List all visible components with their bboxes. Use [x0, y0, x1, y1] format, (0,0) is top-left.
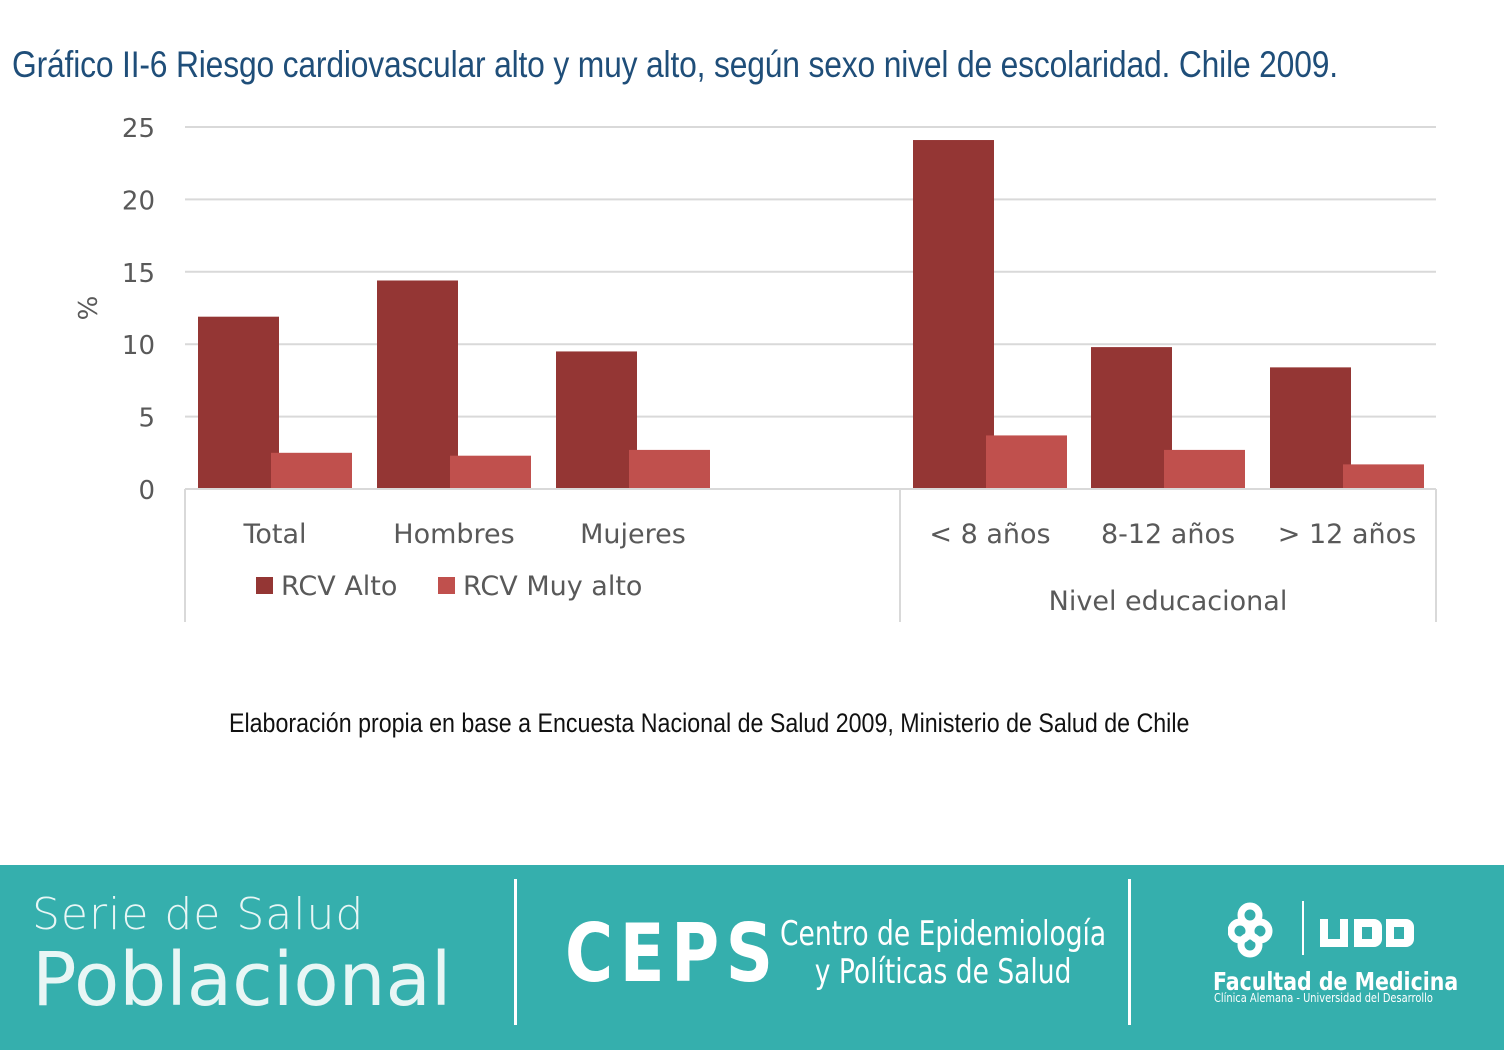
legend-label-rcv-alto: RCV Alto	[281, 571, 397, 602]
logo-divider	[1302, 901, 1304, 955]
group-label: Nivel educacional	[1049, 586, 1288, 617]
bar-rcv-muy-alto	[629, 449, 710, 489]
serie-title-line2: Poblacional	[32, 937, 452, 1023]
bar-rcv-alto	[556, 351, 637, 489]
bar-rcv-muy-alto	[271, 452, 352, 489]
udd-lettermark	[1320, 919, 1414, 947]
udd-logo	[1228, 901, 1414, 958]
bar-rcv-alto	[198, 316, 279, 489]
bar-rcv-alto	[377, 280, 458, 489]
y-tick-label: 5	[138, 404, 155, 434]
y-tick-label: 20	[122, 186, 155, 216]
ceps-subtitle-line1: Centro de Epidemiología	[780, 914, 1107, 954]
source-note: Elaboración propia en base a Encuesta Na…	[229, 708, 1190, 738]
bars	[198, 140, 1424, 490]
y-axis-ticks: 0 5 10 15 20 25	[122, 114, 155, 506]
y-axis-label: %	[74, 296, 104, 321]
legend-label-rcv-muy-alto: RCV Muy alto	[463, 571, 642, 602]
legend-swatch-rcv-alto	[256, 577, 273, 594]
category-label: Mujeres	[580, 519, 686, 550]
legend-swatch-rcv-muy-alto	[438, 577, 455, 594]
facultad-label: Facultad de Medicina	[1213, 967, 1459, 996]
legend: RCV Alto RCV Muy alto	[256, 571, 642, 602]
category-label: Total	[242, 519, 306, 550]
serie-title-line1: Serie de Salud	[32, 889, 365, 940]
ceps-subtitle: Centro de Epidemiología y Políticas de S…	[780, 915, 1106, 991]
clinica-cross-icon	[1228, 902, 1273, 958]
y-tick-label: 25	[122, 114, 155, 144]
y-tick-label: 15	[122, 259, 155, 289]
bar-rcv-muy-alto	[986, 435, 1067, 489]
bar-rcv-muy-alto	[1164, 449, 1245, 489]
y-tick-label: 0	[138, 476, 155, 506]
bar-rcv-alto	[1270, 367, 1351, 489]
ceps-subtitle-line2: y Políticas de Salud	[814, 952, 1072, 992]
category-label: 8-12 años	[1101, 519, 1235, 550]
bar-rcv-alto	[1091, 347, 1172, 489]
gridlines	[185, 126, 1436, 418]
bar-rcv-muy-alto	[450, 455, 531, 489]
bar-rcv-muy-alto	[1343, 464, 1424, 489]
category-label: Hombres	[393, 519, 514, 550]
footer-divider	[1128, 879, 1131, 1025]
category-label: < 8 años	[929, 519, 1050, 550]
bar-rcv-alto	[913, 140, 994, 490]
facultad-sublabel: Clínica Alemana - Universidad del Desarr…	[1214, 991, 1433, 1005]
category-label: > 12 años	[1278, 519, 1416, 550]
footer-banner: Serie de Salud Poblacional CEPS Centro d…	[0, 865, 1504, 1050]
bar-chart: 0 5 10 15 20 25 % Total Hombres Mujeres < 8 años…	[74, 114, 1437, 622]
axes-lines	[184, 488, 1437, 622]
category-labels: Total Hombres Mujeres < 8 años 8-12 años > 12…	[242, 519, 1416, 550]
footer-divider	[514, 879, 517, 1025]
ceps-logo-text: CEPS	[565, 907, 780, 1000]
chart-title: Gráfico II-6 Riesgo cardiovascular alto …	[12, 44, 1338, 85]
y-tick-label: 10	[122, 331, 155, 361]
